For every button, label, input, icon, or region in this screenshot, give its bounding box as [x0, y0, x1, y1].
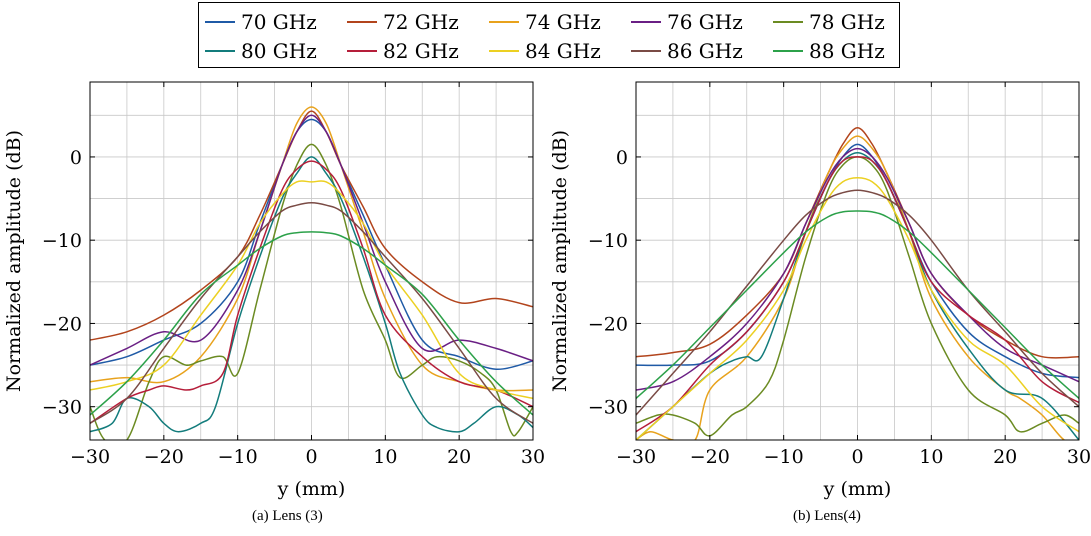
- x-tick-label: −30: [616, 446, 656, 468]
- x-tick-label: −20: [690, 446, 730, 468]
- y-axis-label: Normalized amplitude (dB): [549, 130, 571, 392]
- x-axis-label: y (mm): [823, 478, 892, 500]
- x-tick-label: 0: [851, 446, 863, 468]
- caption-lens-3: (a) Lens (3): [252, 508, 323, 525]
- y-tick-label: −20: [588, 313, 628, 335]
- caption-lens-4: (b) Lens(4): [793, 508, 861, 525]
- x-tick-label: 20: [993, 446, 1017, 468]
- y-tick-label: −30: [588, 397, 628, 419]
- y-tick-label: 0: [616, 147, 628, 169]
- x-tick-label: 30: [1067, 446, 1091, 468]
- x-tick-label: −10: [764, 446, 804, 468]
- x-tick-label: 10: [919, 446, 943, 468]
- y-tick-label: −10: [588, 230, 628, 252]
